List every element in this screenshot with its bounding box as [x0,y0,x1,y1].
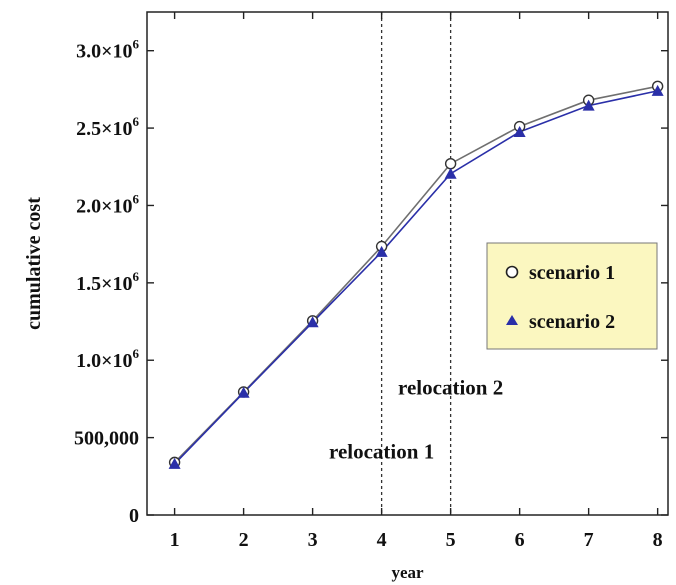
y-tick-exponent: 6 [133,114,140,129]
y-tick-label: 3.0×106 [76,37,139,63]
relocation-label-2: relocation 2 [398,375,503,399]
legend-marker-scenario-1 [505,265,519,279]
scenario-2-point [513,125,526,137]
series-layer [168,80,664,469]
y-tick-exponent: 6 [133,37,140,52]
legend-marker-scenario-2 [506,315,518,325]
series-line-2 [174,90,658,465]
y-tick-exponent: 6 [133,269,140,284]
y-tick-mantissa: 0 [129,505,139,527]
x-tick-label: 4 [377,529,387,551]
legend-label-scenario-2: scenario 2 [529,311,615,333]
annotations: relocation 1 relocation 2 [329,375,503,463]
x-tick-label: 1 [170,529,180,551]
x-tick-label: 7 [584,529,594,551]
y-tick-mantissa: 2.5×10 [76,118,132,140]
y-tick-mantissa: 1.0×10 [76,350,132,372]
axis-ticks: 1 2 3 4 5 6 7 80500,0001.0×1061.5×1062.0×1062.5… [74,12,668,551]
scenario-2-point [582,99,595,111]
y-tick-exponent: 6 [133,346,140,361]
x-axis-title: year [391,563,424,582]
relocation-label-1: relocation 1 [329,440,434,464]
y-tick-label: 0 [129,505,139,527]
scenario-2-point [375,245,388,257]
y-tick-label: 1.5×106 [76,269,139,295]
scenario-1-point [444,157,457,170]
y-tick-exponent: 6 [133,191,140,206]
y-tick-mantissa: 3.0×10 [76,41,132,63]
x-tick-label: 8 [653,529,663,551]
x-tick-label: 2 [239,529,249,551]
scenario-2-point [168,457,181,469]
scenario-2-point [444,167,457,179]
y-tick-mantissa: 500,000 [74,428,139,450]
y-tick-label: 2.0×106 [76,191,139,217]
x-tick-label: 6 [515,529,525,551]
scenario-2-point [237,386,250,398]
scenario-2-point [651,84,664,96]
plot-frame [146,11,669,516]
legend-box [486,242,658,350]
scenario-2-point [306,316,319,328]
y-axis-title: cumulative cost [23,197,45,330]
y-tick-label: 1.0×106 [76,346,139,372]
y-tick-label: 2.5×106 [76,114,139,140]
y-tick-mantissa: 1.5×10 [76,273,132,295]
legend: scenario 1 scenario 2 [486,242,658,350]
x-tick-label: 3 [308,529,318,551]
y-tick-mantissa: 2.0×10 [76,195,132,217]
legend-label-scenario-1: scenario 1 [529,262,615,284]
y-tick-label: 500,000 [74,428,139,450]
x-tick-label: 5 [446,529,456,551]
